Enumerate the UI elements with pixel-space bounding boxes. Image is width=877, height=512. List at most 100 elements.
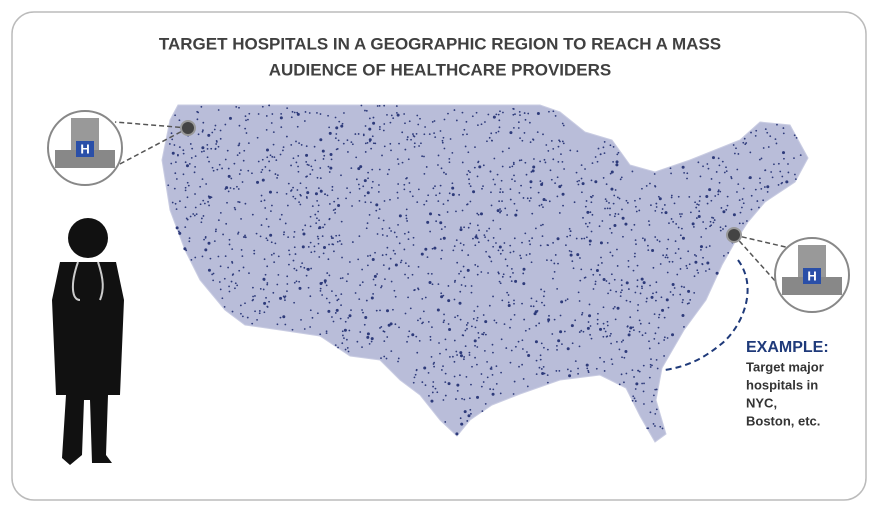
- dot: [613, 305, 616, 308]
- dot: [621, 208, 623, 211]
- dot: [641, 187, 643, 190]
- dot: [746, 220, 748, 222]
- dot: [265, 128, 268, 131]
- dot: [542, 206, 544, 209]
- dot: [580, 237, 583, 240]
- dot: [428, 280, 432, 284]
- dot: [590, 196, 593, 199]
- dot: [331, 243, 334, 246]
- dot: [435, 194, 437, 197]
- dot: [324, 193, 326, 196]
- dot: [323, 246, 327, 250]
- dot: [431, 247, 434, 250]
- dot: [238, 106, 240, 109]
- dot: [535, 373, 538, 376]
- dot: [697, 215, 701, 219]
- dot: [499, 188, 502, 190]
- dot: [437, 164, 439, 166]
- dot: [585, 200, 588, 202]
- dot: [301, 245, 305, 249]
- dot: [296, 112, 300, 116]
- dot: [455, 210, 457, 213]
- dot: [206, 147, 209, 150]
- dot: [562, 204, 564, 207]
- dot: [447, 285, 450, 287]
- dot: [496, 173, 499, 176]
- dot: [655, 291, 658, 294]
- dot: [196, 118, 199, 121]
- dot: [427, 320, 430, 323]
- dot: [370, 296, 374, 300]
- dot: [510, 318, 512, 321]
- dot: [388, 227, 391, 230]
- dot: [266, 156, 269, 159]
- dot: [638, 370, 641, 373]
- dot: [411, 333, 415, 337]
- dot: [444, 338, 447, 341]
- dot: [310, 251, 313, 254]
- dot: [513, 302, 515, 305]
- dot: [540, 203, 543, 206]
- dot: [235, 106, 238, 108]
- dot: [695, 255, 698, 257]
- dot: [737, 153, 740, 155]
- dot: [464, 145, 467, 148]
- dot: [741, 206, 743, 209]
- dot: [648, 322, 651, 325]
- dot: [383, 145, 386, 148]
- dot: [660, 296, 663, 299]
- dot: [490, 191, 492, 194]
- dot: [170, 132, 173, 135]
- dot: [415, 369, 418, 372]
- dot: [679, 268, 682, 270]
- dot: [306, 267, 310, 271]
- dot: [454, 316, 456, 319]
- dot: [179, 200, 181, 203]
- dot: [486, 360, 488, 363]
- dot: [383, 340, 386, 342]
- dot: [221, 297, 224, 300]
- dot: [501, 150, 504, 153]
- dot: [350, 309, 352, 312]
- dot: [463, 398, 466, 401]
- dot: [265, 237, 268, 240]
- dot: [329, 166, 333, 170]
- dot: [535, 300, 538, 303]
- dot: [231, 248, 234, 251]
- dot: [708, 245, 711, 247]
- dot: [766, 185, 770, 189]
- dot: [520, 257, 522, 260]
- dot: [380, 285, 383, 287]
- dot: [560, 300, 564, 304]
- dot: [427, 371, 430, 374]
- dot: [427, 272, 430, 275]
- dot: [671, 283, 675, 287]
- svg-text:H: H: [807, 268, 816, 283]
- dot: [682, 299, 684, 301]
- dot: [652, 292, 654, 295]
- dot: [776, 123, 778, 126]
- dot: [675, 223, 678, 225]
- dot: [319, 289, 322, 292]
- dot: [245, 119, 247, 122]
- dot: [517, 340, 520, 343]
- dot: [231, 310, 234, 313]
- dot: [384, 278, 386, 281]
- dot: [416, 351, 419, 354]
- dot: [323, 279, 327, 283]
- dot: [651, 248, 655, 252]
- dot: [626, 201, 629, 204]
- dot: [398, 326, 400, 329]
- dot: [650, 204, 652, 207]
- dot: [423, 366, 427, 370]
- dot: [610, 273, 613, 276]
- dot: [620, 291, 622, 294]
- dot: [497, 271, 500, 274]
- dot: [316, 312, 319, 315]
- dot: [699, 195, 701, 198]
- dot: [252, 286, 254, 289]
- dot: [341, 330, 344, 333]
- dot: [474, 356, 476, 359]
- dot: [245, 132, 248, 134]
- dot: [401, 161, 404, 164]
